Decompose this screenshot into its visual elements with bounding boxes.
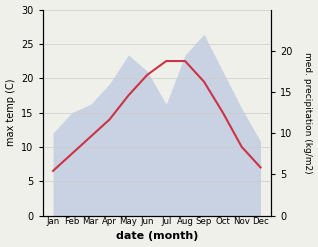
- Y-axis label: med. precipitation (kg/m2): med. precipitation (kg/m2): [303, 52, 313, 173]
- X-axis label: date (month): date (month): [116, 231, 198, 242]
- Y-axis label: max temp (C): max temp (C): [5, 79, 16, 146]
